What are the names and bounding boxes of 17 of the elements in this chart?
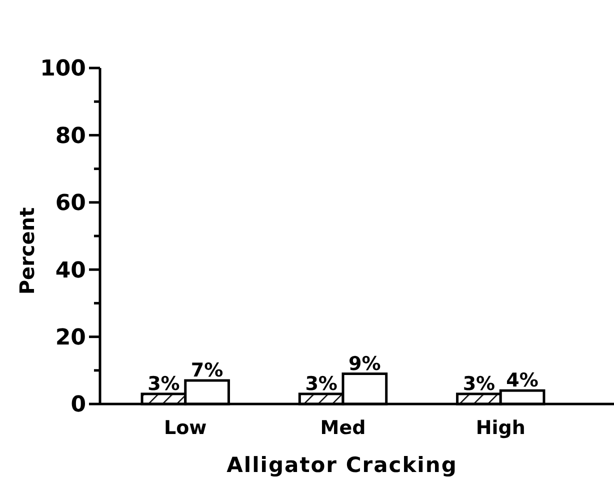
y-tick-label: 0 — [70, 392, 86, 418]
data-label: 3% — [148, 372, 180, 395]
data-label: 7% — [190, 359, 224, 382]
y-tick-label: 20 — [55, 326, 86, 350]
x-axis-title: Alligator Cracking — [226, 453, 458, 477]
data-label: 4% — [506, 370, 538, 392]
x-tick-label: Low — [164, 417, 207, 439]
data-label: 3% — [305, 372, 338, 395]
x-tick-label: Med — [320, 417, 366, 439]
y-tick-label: 100 — [40, 56, 86, 82]
data-label: 3% — [462, 372, 496, 395]
data-label: 9% — [348, 352, 381, 375]
y-axis-title: Percent — [15, 206, 39, 295]
y-tick-label: 40 — [55, 258, 86, 284]
y-tick-label: 60 — [55, 191, 86, 216]
x-tick-label: High — [476, 417, 526, 439]
y-tick-label: 80 — [55, 124, 86, 149]
